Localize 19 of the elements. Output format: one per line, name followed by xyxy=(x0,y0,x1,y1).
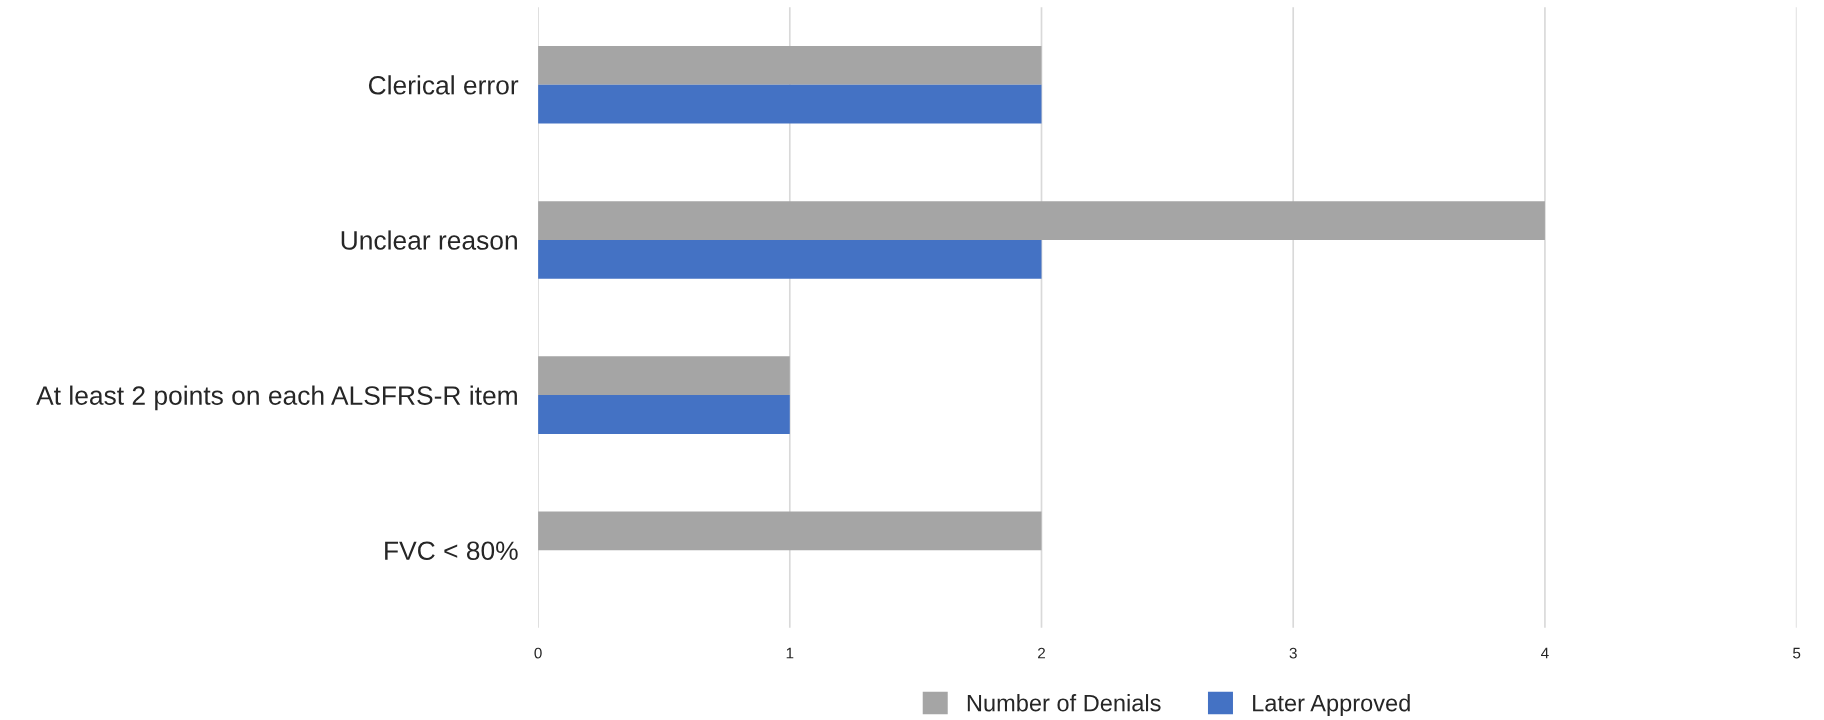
bar xyxy=(538,84,1042,124)
y-tick-label: FVC < 80% xyxy=(385,541,518,561)
x-tick-label: 1 xyxy=(786,647,794,659)
bar xyxy=(538,239,1042,279)
x-tick-label: 2 xyxy=(1038,647,1045,659)
legend-label: Later Approved xyxy=(1253,694,1410,717)
bar xyxy=(538,201,1545,240)
bar xyxy=(538,356,790,396)
x-tick-label: 4 xyxy=(1541,647,1549,659)
x-tick-label: 0 xyxy=(534,647,542,659)
bar xyxy=(538,395,790,434)
bar xyxy=(538,511,1042,551)
y-tick-label: At least 2 points on each ALSFRS-R item xyxy=(36,385,517,411)
x-tick-label: 5 xyxy=(1793,647,1801,659)
y-tick-label: Clerical error xyxy=(368,75,519,95)
bar xyxy=(538,45,1042,85)
legend-label: Number of Denials xyxy=(967,694,1161,712)
y-tick-label: Unclear reason xyxy=(341,230,517,250)
x-tick-label: 3 xyxy=(1289,647,1297,659)
